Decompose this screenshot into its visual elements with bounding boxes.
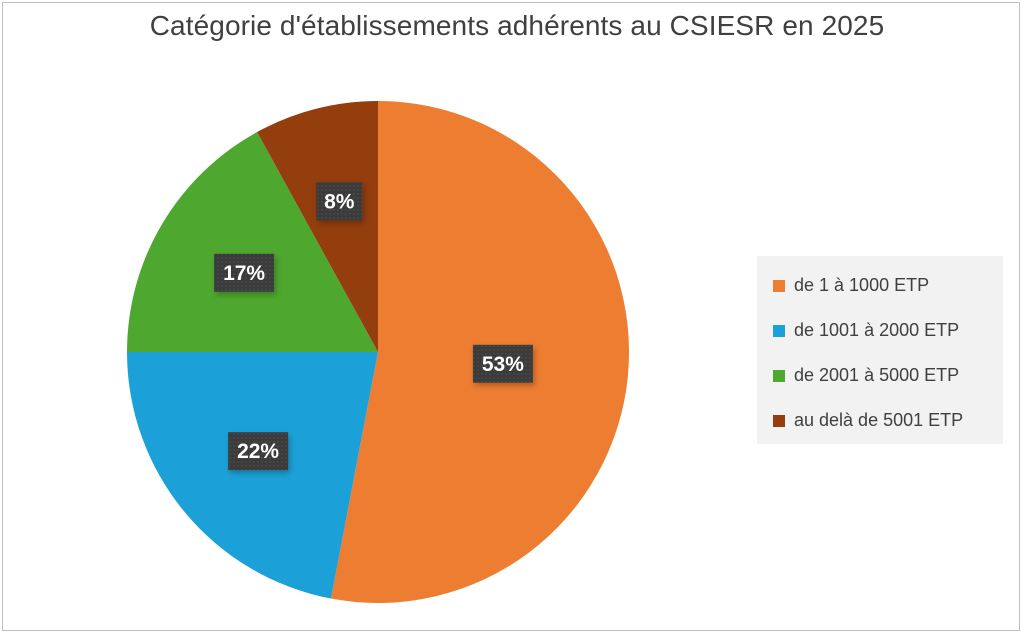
data-label-au-dela-de-5001-etp: 8%: [316, 182, 363, 221]
legend-label: de 2001 à 5000 ETP: [794, 365, 960, 385]
legend-swatch: [773, 324, 785, 337]
data-label-box: [228, 432, 289, 471]
legend-label: de 1001 à 2000 ETP: [794, 320, 960, 340]
data-labels: 53% 22% 17% 8%: [214, 182, 533, 471]
data-label-text: 8%: [324, 190, 355, 213]
legend-label: de 1 à 1000 ETP: [794, 275, 930, 295]
data-label-box: [214, 253, 275, 292]
data-label-text: 22%: [237, 440, 279, 463]
data-label-box: [472, 344, 533, 383]
data-label-de-1-a-1000-etp: 53%: [472, 344, 533, 383]
legend-swatch: [773, 279, 785, 292]
data-label-box: [316, 182, 363, 221]
legend-item: de 1 à 1000 ETP: [757, 263, 1003, 308]
data-label-de-2001-a-5000-etp: 17%: [214, 253, 275, 292]
legend-item: au delà de 5001 ETP: [757, 398, 1003, 443]
pie-slice-de-1001-a-2000-etp: [127, 352, 378, 599]
data-label-de-1001-a-2000-etp: 22%: [228, 432, 289, 471]
legend: de 1 à 1000 ETP de 1001 à 2000 ETP de 20…: [757, 256, 1003, 444]
legend-item: de 1001 à 2000 ETP: [757, 308, 1003, 353]
data-label-text: 53%: [482, 353, 524, 376]
pie-slices: [127, 101, 630, 603]
legend-item: de 2001 à 5000 ETP: [757, 353, 1003, 398]
legend-swatch: [773, 369, 785, 382]
chart-title: Catégorie d'établissements adhérents au …: [149, 10, 885, 41]
pie-slice-de-2001-a-5000-etp: [127, 132, 378, 352]
data-label-text: 17%: [223, 262, 265, 285]
legend-label: au delà de 5001 ETP: [794, 410, 964, 430]
legend-swatch: [773, 414, 785, 427]
pie-slice-au-dela-de-5001-etp: [257, 101, 378, 352]
